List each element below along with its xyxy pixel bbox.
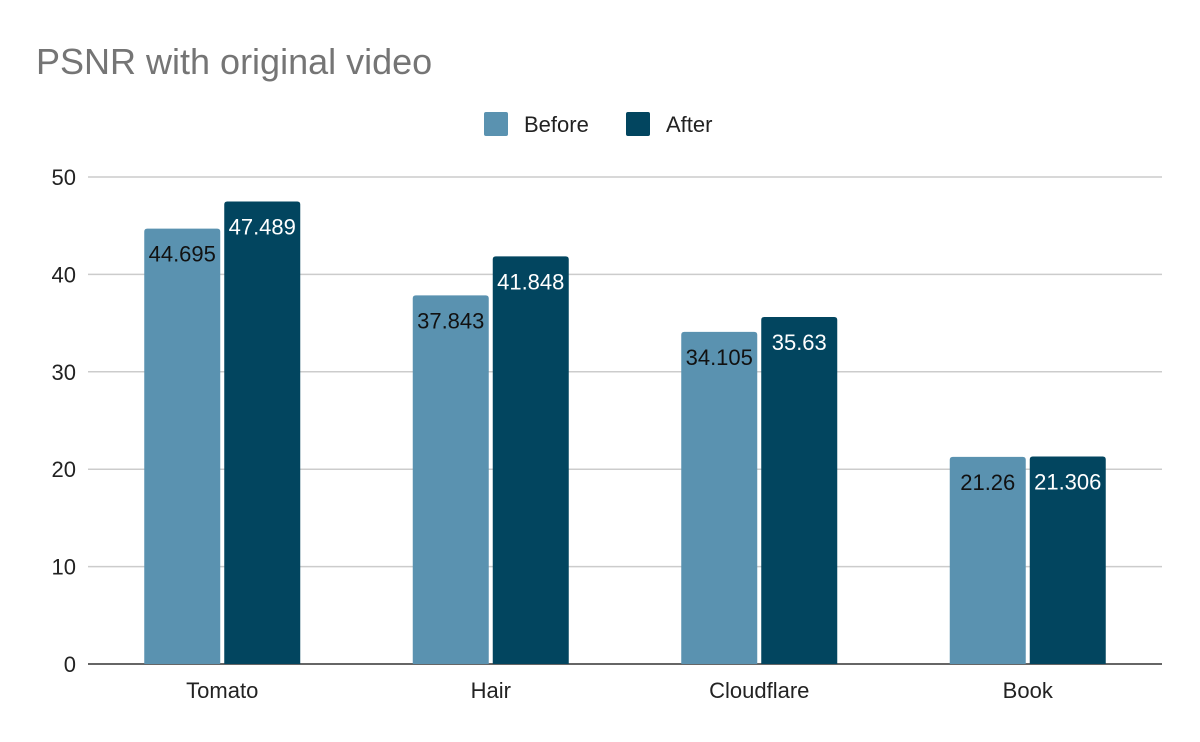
x-axis: Tomato Hair Cloudflare Book — [186, 678, 1054, 703]
chart-title: PSNR with original video — [36, 41, 432, 82]
x-tick-label: Tomato — [186, 678, 258, 703]
y-tick-label: 10 — [52, 555, 76, 580]
y-tick-label: 50 — [52, 165, 76, 190]
data-label: 35.63 — [772, 330, 827, 355]
bar-after-cloudflare — [761, 316, 838, 664]
x-tick-label: Cloudflare — [709, 678, 809, 703]
x-tick-label: Book — [1003, 678, 1054, 703]
data-label: 34.105 — [686, 345, 753, 370]
data-label: 41.848 — [497, 269, 564, 294]
legend-swatch-after — [626, 112, 650, 136]
bar-after-tomato — [224, 201, 301, 664]
data-label: 44.695 — [149, 242, 216, 267]
data-label: 21.306 — [1034, 469, 1101, 494]
bars: 44.695 47.489 37.843 41.848 34.105 35.63 21.26… — [144, 201, 1106, 664]
data-label: 47.489 — [229, 214, 296, 239]
x-tick-label: Hair — [471, 678, 511, 703]
y-tick-label: 20 — [52, 457, 76, 482]
legend-swatch-before — [484, 112, 508, 136]
bar-before-cloudflare — [681, 331, 758, 664]
bar-before-tomato — [144, 228, 221, 664]
y-tick-label: 0 — [64, 652, 76, 677]
legend-label-after: After — [666, 112, 712, 137]
data-label: 37.843 — [417, 308, 484, 333]
bar-before-book — [949, 456, 1026, 664]
legend-label-before: Before — [524, 112, 589, 137]
y-tick-label: 40 — [52, 262, 76, 287]
y-tick-label: 30 — [52, 360, 76, 385]
legend: Before After — [484, 112, 712, 137]
bar-after-book — [1029, 456, 1106, 664]
bar-after-hair — [492, 256, 569, 664]
data-label: 21.26 — [960, 470, 1015, 495]
bar-before-hair — [412, 295, 489, 664]
